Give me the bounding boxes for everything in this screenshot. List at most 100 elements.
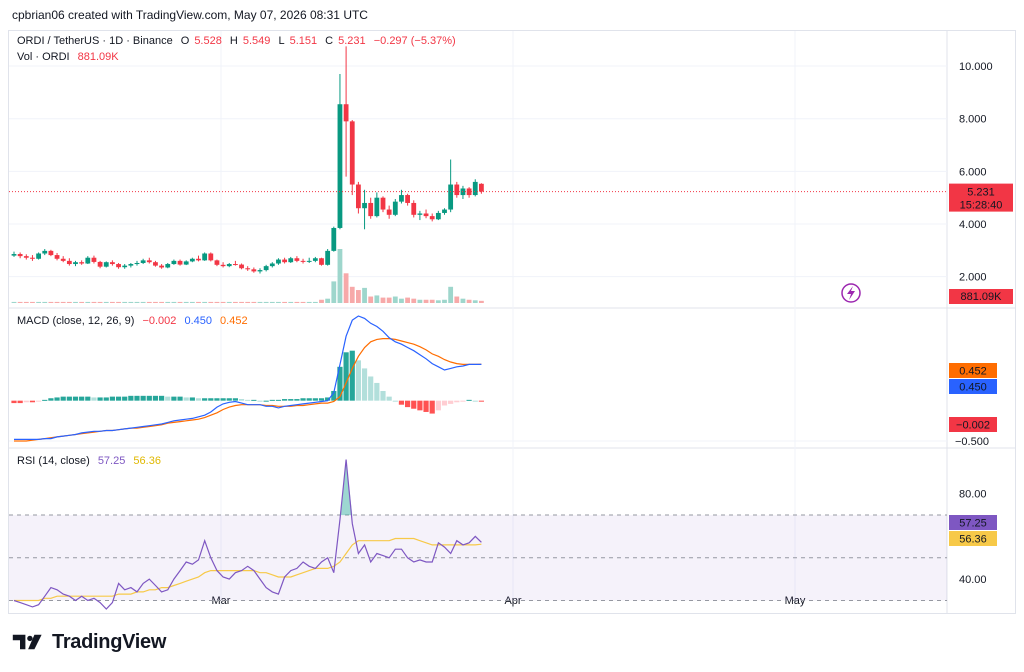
macd-histogram-bar <box>159 395 165 401</box>
candle <box>48 250 54 256</box>
macd-histogram-bar <box>263 400 269 402</box>
candle <box>343 104 349 122</box>
volume-bar <box>466 299 472 303</box>
volume-bar <box>11 301 17 303</box>
macd-histogram-bar <box>275 399 282 401</box>
macd-histogram-bar <box>349 350 355 401</box>
volume-bar <box>349 286 355 303</box>
candle <box>306 260 312 262</box>
volume-bar <box>177 301 183 303</box>
macd-histogram-bar <box>435 400 441 411</box>
candle <box>300 260 306 262</box>
macd-histogram-bar <box>318 398 325 401</box>
macd-value-badge <box>949 379 997 394</box>
macd-histogram-bar <box>115 396 122 401</box>
macd-histogram-bar <box>392 400 398 402</box>
tradingview-wordmark: TradingView <box>52 630 167 653</box>
volume-bar <box>146 301 152 303</box>
macd-histogram-bar <box>238 399 245 401</box>
candle <box>429 216 435 220</box>
candle <box>91 257 97 262</box>
rsi-value-badge <box>949 515 997 530</box>
volume-bar <box>448 286 454 303</box>
rsi-label[interactable]: RSI (14, close) <box>17 455 90 467</box>
chart-frame[interactable]: Mar Apr May 10.000 8.000 6.000 4.000 2.000 5.231… <box>8 30 1016 614</box>
macd-label[interactable]: MACD (close, 12, 26, 9) <box>17 315 135 327</box>
candle <box>337 104 343 228</box>
volume-bar <box>282 301 287 303</box>
macd-histogram-bar <box>152 395 159 401</box>
candle <box>116 264 121 268</box>
macd-value-label: −0.002 <box>956 420 990 432</box>
volume-bar <box>226 301 232 303</box>
candle <box>171 260 177 265</box>
candle <box>122 265 128 268</box>
candle <box>479 183 484 192</box>
volume-bar <box>386 297 392 303</box>
macd-value-label: 0.452 <box>959 366 987 378</box>
volume-bar <box>368 296 374 303</box>
volume-bar <box>269 301 275 303</box>
macd-histogram-bar <box>17 400 23 404</box>
volume-bar <box>405 297 410 303</box>
macd-signal-line <box>14 338 482 442</box>
volume-bar <box>159 301 164 303</box>
macd-histogram-bar <box>202 398 208 401</box>
volume-bar <box>140 301 146 303</box>
candle <box>405 195 410 203</box>
macd-histogram-bar <box>183 397 189 401</box>
candle <box>411 202 417 215</box>
macd-histogram-bar <box>472 400 478 402</box>
candle <box>423 213 429 217</box>
candle <box>23 256 29 258</box>
macd-histogram-bar <box>29 400 36 403</box>
volume-bar <box>196 301 201 303</box>
tradingview-logo[interactable]: TradingView <box>12 630 166 654</box>
macd-histogram-bar <box>66 396 72 401</box>
candle <box>159 265 164 268</box>
macd-histogram-bar <box>441 400 448 406</box>
macd-histogram-bar <box>72 396 79 401</box>
rsi-value-label: 56.36 <box>959 534 987 546</box>
volume-label[interactable]: Vol · ORDI <box>17 51 70 63</box>
macd-value-badge <box>949 417 997 432</box>
candle <box>380 197 386 210</box>
macd-histogram-bar <box>429 400 435 414</box>
candle <box>257 270 263 272</box>
volume-bar <box>165 301 171 303</box>
macd-value: 0.450 <box>184 315 212 327</box>
change-value: −0.297 (−5.37%) <box>373 35 456 47</box>
volume-bar <box>442 299 447 303</box>
volume-bar <box>312 301 318 303</box>
candle <box>417 213 423 215</box>
y-tick-label: 8.000 <box>959 114 987 126</box>
macd-hist-value: −0.002 <box>142 315 177 327</box>
volume-bar <box>472 300 478 303</box>
volume-bar <box>245 301 251 303</box>
volume-bar <box>73 301 78 303</box>
candle <box>220 264 226 267</box>
rsi-line <box>13 459 482 610</box>
volume-bar <box>257 301 263 303</box>
volume-bar <box>36 301 41 303</box>
macd-histogram-bar <box>478 400 484 402</box>
macd-histogram-bar <box>85 396 91 401</box>
candle <box>208 253 214 261</box>
macd-value-label: 0.450 <box>959 382 987 394</box>
chart-canvas[interactable]: Mar Apr May 10.000 8.000 6.000 4.000 2.000 5.231… <box>9 31 1015 613</box>
volume-bar <box>331 281 337 303</box>
candle <box>36 253 41 259</box>
symbol-label[interactable]: ORDI / TetherUS · 1D · Binance <box>17 35 173 47</box>
candle <box>146 260 152 263</box>
countdown-label: 15:28:40 <box>960 200 1003 212</box>
macd-histogram-bar <box>269 399 275 401</box>
rsi-value-label: 57.25 <box>959 518 987 530</box>
volume-value: 881.09K <box>77 51 119 63</box>
high-label: H <box>229 35 238 47</box>
candle <box>368 202 374 217</box>
macd-histogram-bar <box>294 399 300 401</box>
rsi-band <box>9 515 947 601</box>
candle <box>288 258 294 263</box>
flash-icon-bolt <box>847 286 855 300</box>
macd-histogram-bar <box>411 400 417 409</box>
